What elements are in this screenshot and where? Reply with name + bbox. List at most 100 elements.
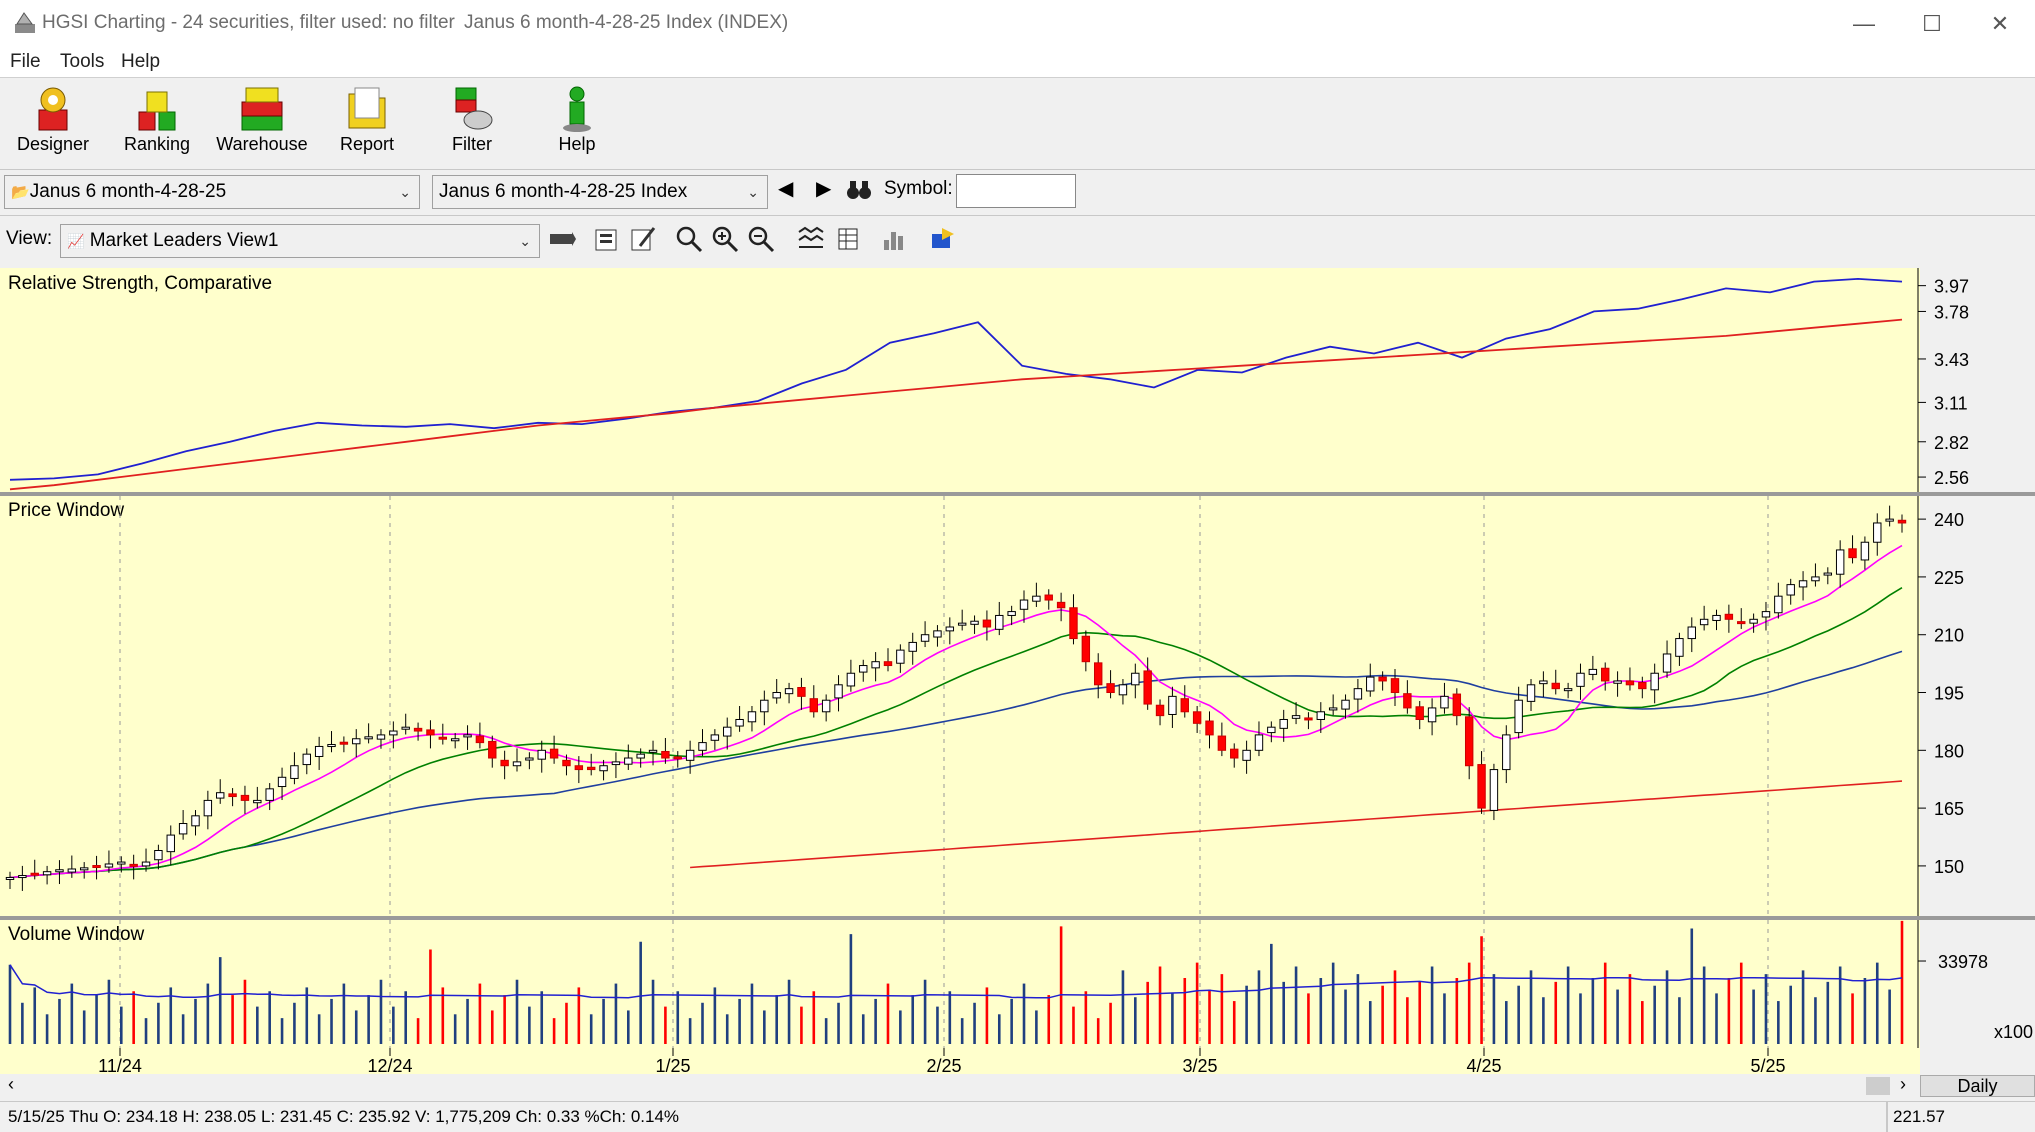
close-button[interactable]: ✕ xyxy=(1966,0,2034,48)
candle-body xyxy=(42,871,52,876)
filter-label: Filter xyxy=(452,134,492,154)
candle-body xyxy=(1798,580,1808,588)
candle-body xyxy=(821,699,831,713)
candle-body xyxy=(1662,653,1672,673)
help-button[interactable]: Help xyxy=(527,78,627,168)
report-button[interactable]: Report xyxy=(317,78,417,168)
view-settings-icon[interactable] xyxy=(546,224,576,254)
price-y-tick-label: 180 xyxy=(1934,741,1964,761)
main-toolbar: Designer Ranking Warehouse Report Filter xyxy=(0,78,2035,170)
candle-body xyxy=(1044,594,1053,601)
designer-button[interactable]: Designer xyxy=(3,78,103,168)
candle-body xyxy=(1811,576,1820,582)
menu-file[interactable]: File xyxy=(10,51,41,72)
warehouse-button[interactable]: Warehouse xyxy=(212,78,312,168)
candle-body xyxy=(772,692,781,699)
candle-body xyxy=(1427,707,1437,723)
binoculars-icon[interactable] xyxy=(846,178,872,202)
candle-body xyxy=(178,823,188,835)
candle-body xyxy=(809,698,819,713)
window-title: HGSI Charting - 24 securities, filter us… xyxy=(42,12,455,33)
candle-body xyxy=(1341,699,1350,710)
scroll-thumb[interactable] xyxy=(1866,1077,1890,1095)
zoom-out-icon[interactable] xyxy=(746,224,776,254)
candle-body xyxy=(228,793,237,798)
candle-body xyxy=(1489,769,1499,811)
candle-body xyxy=(5,876,15,880)
candle-body xyxy=(735,718,744,727)
export-icon[interactable] xyxy=(928,224,958,254)
candle-body xyxy=(1601,667,1610,682)
zoom-in-icon[interactable] xyxy=(710,224,740,254)
panel-splitter[interactable] xyxy=(0,492,2035,496)
scroll-right-icon[interactable]: › xyxy=(1900,1074,1906,1094)
horizontal-scrollbar[interactable]: ‹ › Daily xyxy=(0,1074,2035,1098)
minimize-button[interactable]: — xyxy=(1830,0,1898,48)
filter-button[interactable]: Filter xyxy=(422,78,522,168)
properties-icon[interactable] xyxy=(592,224,622,254)
folder-select[interactable]: 📂Janus 6 month-4-28-25 ⌄ xyxy=(4,175,420,209)
price-y-tick-label: 240 xyxy=(1934,510,1964,530)
prev-security-icon[interactable]: ◀ xyxy=(778,178,794,200)
candle-body xyxy=(1304,717,1313,721)
candle-body xyxy=(871,661,880,669)
volume-average-line xyxy=(9,964,1903,999)
chart-type-icon[interactable] xyxy=(880,224,910,254)
rs-y-tick-label: 3.78 xyxy=(1934,302,1969,322)
selector-bar: 📂Janus 6 month-4-28-25 ⌄ Janus 6 month-4… xyxy=(0,170,2035,216)
next-security-icon[interactable]: ▶ xyxy=(816,178,832,200)
candle-body xyxy=(549,748,559,759)
security-select[interactable]: Janus 6 month-4-28-25 Index ⌄ xyxy=(432,175,768,209)
candle-body xyxy=(698,742,707,751)
view-select[interactable]: 📈 Market Leaders View1 ⌄ xyxy=(60,224,540,258)
symbol-input[interactable] xyxy=(956,174,1076,208)
candle-body xyxy=(1873,522,1882,543)
candle-body xyxy=(1415,706,1424,720)
x-axis-tick-label: 5/25 xyxy=(1750,1056,1785,1076)
status-text: 5/15/25 Thu O: 234.18 H: 238.05 L: 231.4… xyxy=(8,1107,680,1126)
candle-body xyxy=(1650,672,1659,691)
zoom-icon[interactable] xyxy=(674,224,704,254)
candle-body xyxy=(920,634,930,642)
edit-notes-icon[interactable] xyxy=(628,224,658,254)
candle-body xyxy=(834,684,843,699)
period-selector[interactable]: Daily xyxy=(1920,1075,2035,1097)
panel-splitter[interactable] xyxy=(0,916,2035,920)
moving-average-line xyxy=(690,780,1903,869)
title-bar: HGSI Charting - 24 securities, filter us… xyxy=(0,0,2035,50)
volume-panel-title: Volume Window xyxy=(8,924,145,945)
candle-body xyxy=(216,792,225,799)
folder-select-value: Janus 6 month-4-28-25 xyxy=(29,181,227,202)
candle-body xyxy=(463,734,472,738)
candle-body xyxy=(611,761,621,766)
rs-panel-title: Relative Strength, Comparative xyxy=(8,273,273,294)
candle-body xyxy=(117,861,126,865)
candle-body xyxy=(1440,695,1449,709)
candle-body xyxy=(1081,635,1091,663)
candle-body xyxy=(537,749,546,760)
window-subtitle: Janus 6 month-4-28-25 Index (INDEX) xyxy=(464,12,789,33)
ranking-button[interactable]: Ranking xyxy=(107,78,207,168)
volume-y-tick-label: 33978 xyxy=(1938,952,1988,972)
candle-body xyxy=(1514,699,1523,734)
menu-tools[interactable]: Tools xyxy=(60,51,105,72)
ranking-label: Ranking xyxy=(123,134,191,154)
candle-body xyxy=(586,766,596,771)
scroll-left-icon[interactable]: ‹ xyxy=(8,1074,14,1094)
close-icon: ✕ xyxy=(1990,11,2010,36)
report-label: Report xyxy=(339,134,395,154)
maximize-button[interactable]: ☐ xyxy=(1898,0,1966,48)
candle-body xyxy=(1118,684,1128,696)
candle-body xyxy=(661,750,670,759)
candle-body xyxy=(747,711,757,723)
candle-body xyxy=(1155,704,1165,717)
report-icon xyxy=(348,87,386,129)
menu-help[interactable]: Help xyxy=(121,51,161,72)
candle-body xyxy=(624,757,633,765)
candle-body xyxy=(723,726,732,737)
candle-body xyxy=(1279,718,1288,729)
indicators-icon[interactable] xyxy=(796,224,826,254)
candle-body xyxy=(413,727,423,732)
data-table-icon[interactable] xyxy=(834,224,864,254)
